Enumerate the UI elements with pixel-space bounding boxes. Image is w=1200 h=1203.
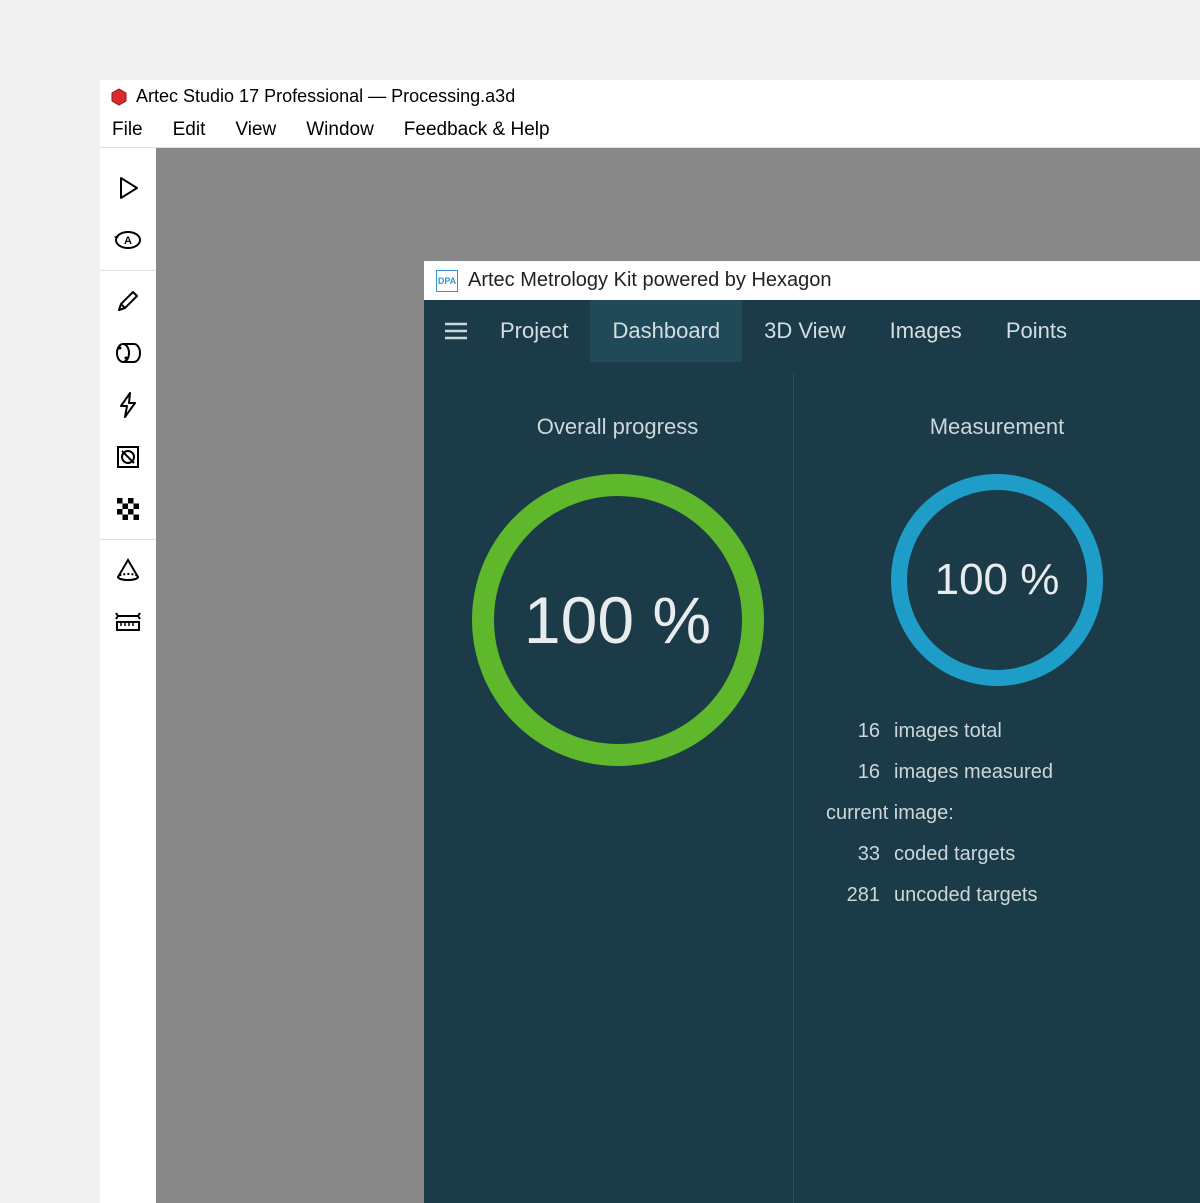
tab-bar: Project Dashboard 3D View Images Points xyxy=(424,300,1200,362)
stat-coded-targets-label: coded targets xyxy=(894,843,1168,866)
tab-dashboard[interactable]: Dashboard xyxy=(590,300,742,362)
stat-images-measured-label: images measured xyxy=(894,761,1168,784)
menu-feedback-help[interactable]: Feedback & Help xyxy=(400,117,554,143)
hamburger-button[interactable] xyxy=(434,301,478,361)
cone-icon xyxy=(115,557,141,583)
app-window: Artec Studio 17 Professional — Processin… xyxy=(100,80,1200,1200)
stat-images-measured-value: 16 xyxy=(826,761,880,784)
target-box-icon xyxy=(115,444,141,470)
stat-uncoded-targets: 281 uncoded targets xyxy=(826,884,1168,907)
tab-project[interactable]: Project xyxy=(478,300,590,362)
stat-current-image-heading: current image: xyxy=(826,802,1168,825)
ruler-button[interactable] xyxy=(100,596,156,648)
overall-progress-title: Overall progress xyxy=(537,414,698,440)
menu-window[interactable]: Window xyxy=(302,117,378,143)
tab-images[interactable]: Images xyxy=(868,300,984,362)
pencil-button[interactable] xyxy=(100,275,156,327)
stat-coded-targets-value: 33 xyxy=(826,843,880,866)
dashboard-panels: Overall progress 100 % Measurement xyxy=(424,362,1200,1203)
stat-images-measured: 16 images measured xyxy=(826,761,1168,784)
title-bar: Artec Studio 17 Professional — Processin… xyxy=(100,80,1200,113)
stat-images-total-label: images total xyxy=(894,720,1168,743)
measurement-title: Measurement xyxy=(930,414,1065,440)
toolbar-divider-1 xyxy=(100,270,156,271)
overall-progress-value: 100 % xyxy=(524,582,711,658)
stat-images-total-value: 16 xyxy=(826,720,880,743)
toolbar-divider-2 xyxy=(100,539,156,540)
pencil-icon xyxy=(115,288,141,314)
cone-button[interactable] xyxy=(100,544,156,596)
tab-points[interactable]: Points xyxy=(984,300,1089,362)
metrology-window: DPA Artec Metrology Kit powered by Hexag… xyxy=(424,261,1200,1203)
measurement-ring: 100 % xyxy=(887,470,1107,690)
lightning-button[interactable] xyxy=(100,379,156,431)
checker-icon xyxy=(115,496,141,522)
menu-view[interactable]: View xyxy=(231,117,280,143)
measurement-stats: 16 images total 16 images measured curre… xyxy=(806,720,1188,925)
hamburger-icon xyxy=(445,322,467,340)
menu-bar: File Edit View Window Feedback & Help xyxy=(100,113,1200,148)
overall-progress-ring: 100 % xyxy=(468,470,768,770)
play-icon xyxy=(115,175,141,201)
dpa-icon: DPA xyxy=(436,270,458,292)
main-content: A xyxy=(100,148,1200,1203)
inner-title-bar: DPA Artec Metrology Kit powered by Hexag… xyxy=(424,261,1200,300)
panel-measurement: Measurement 100 % 16 images total xyxy=(806,374,1188,1203)
inner-window-title: Artec Metrology Kit powered by Hexagon xyxy=(468,269,832,292)
menu-edit[interactable]: Edit xyxy=(169,117,210,143)
left-toolbar: A xyxy=(100,148,156,1203)
play-button[interactable] xyxy=(100,162,156,214)
lightning-icon xyxy=(117,391,139,419)
paint-roller-button[interactable] xyxy=(100,327,156,379)
auto-rotate-button[interactable]: A xyxy=(100,214,156,266)
tab-3d-view[interactable]: 3D View xyxy=(742,300,868,362)
menu-file[interactable]: File xyxy=(108,117,147,143)
stat-uncoded-targets-value: 281 xyxy=(826,884,880,907)
checker-button[interactable] xyxy=(100,483,156,535)
stat-coded-targets: 33 coded targets xyxy=(826,843,1168,866)
app-icon xyxy=(110,88,128,106)
stat-images-total: 16 images total xyxy=(826,720,1168,743)
measurement-value: 100 % xyxy=(935,555,1060,605)
stat-uncoded-targets-label: uncoded targets xyxy=(894,884,1168,907)
auto-rotate-icon: A xyxy=(113,227,143,253)
target-box-button[interactable] xyxy=(100,431,156,483)
ruler-icon xyxy=(114,610,142,634)
dashboard: Project Dashboard 3D View Images Points … xyxy=(424,300,1200,1203)
panel-overall-progress: Overall progress 100 % xyxy=(442,374,794,1203)
viewport[interactable]: DPA Artec Metrology Kit powered by Hexag… xyxy=(156,148,1200,1203)
app-title: Artec Studio 17 Professional — Processin… xyxy=(136,86,515,107)
svg-text:A: A xyxy=(124,235,132,247)
paint-roller-icon xyxy=(114,340,142,366)
